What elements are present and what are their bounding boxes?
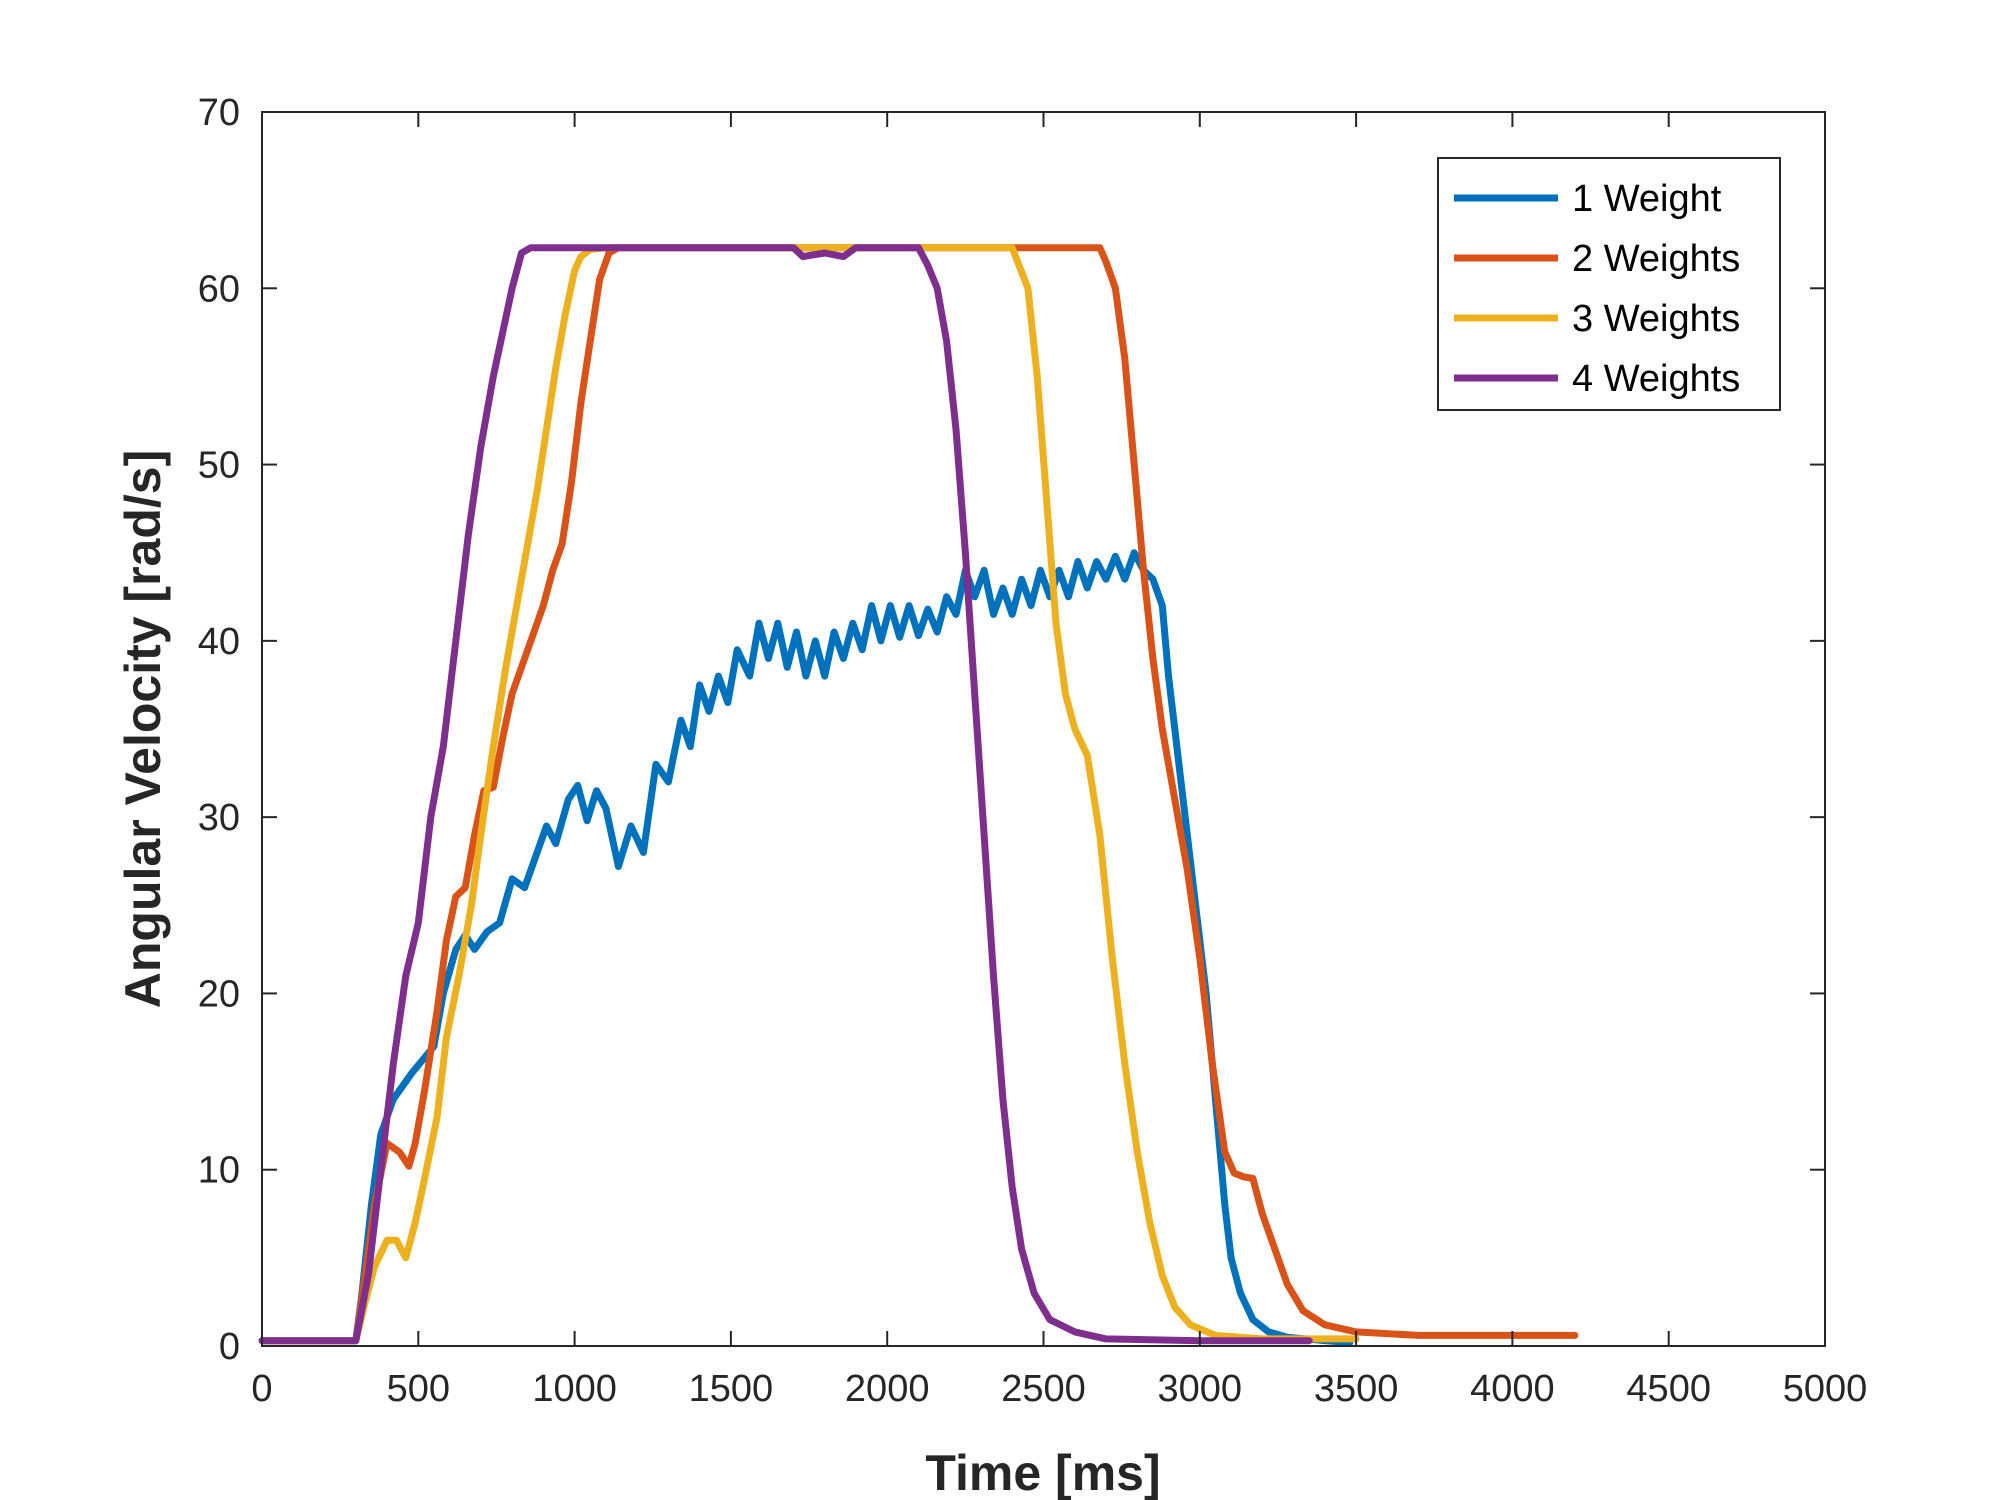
series-layer [258, 244, 1579, 1346]
ticks-layer: 0 500 1000 1500 2000 2500 3000 3500 4000 4500 5000… [198, 92, 1868, 1410]
y-tick-label: 10 [198, 1150, 240, 1192]
legend-label: 3 Weights [1572, 298, 1740, 340]
series-line-3-weights [258, 244, 1360, 1345]
x-tick-label: 4000 [1470, 1368, 1555, 1410]
y-tick-label: 70 [198, 92, 240, 134]
x-tick-label: 1000 [532, 1368, 617, 1410]
x-tick-label: 2000 [845, 1368, 930, 1410]
x-tick-label: 1500 [689, 1368, 774, 1410]
y-tick-label: 30 [198, 797, 240, 839]
series-line-1-weight [258, 549, 1354, 1346]
x-tick-label: 500 [387, 1368, 450, 1410]
series-line-4-weights [258, 244, 1313, 1345]
x-tick-label: 3000 [1158, 1368, 1243, 1410]
legend-label: 1 Weight [1572, 178, 1722, 220]
y-axis-label: Angular Velocity [rad/s] [115, 450, 171, 1008]
legend-label: 4 Weights [1572, 358, 1740, 400]
x-tick-label: 4500 [1626, 1368, 1711, 1410]
y-tick-label: 20 [198, 973, 240, 1015]
legend-label: 2 Weights [1572, 238, 1740, 280]
y-tick-label: 0 [219, 1326, 240, 1368]
y-tick-label: 40 [198, 621, 240, 663]
x-axis-label: Time [ms] [925, 1445, 1160, 1500]
y-tick-label: 60 [198, 268, 240, 310]
y-tick-label: 50 [198, 445, 240, 487]
x-tick-label: 2500 [1001, 1368, 1086, 1410]
legend: 1 Weight 2 Weights 3 Weights 4 Weights [1437, 157, 1781, 411]
x-tick-label: 3500 [1314, 1368, 1399, 1410]
x-tick-label: 5000 [1783, 1368, 1868, 1410]
x-tick-label: 0 [251, 1368, 272, 1410]
